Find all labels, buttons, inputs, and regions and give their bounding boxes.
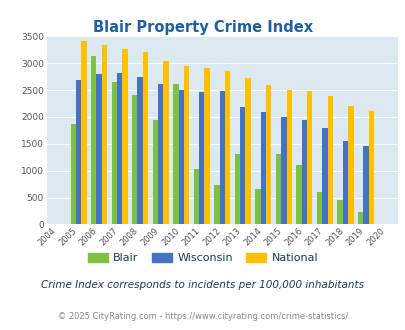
Bar: [143, 52, 148, 224]
Bar: [173, 84, 178, 224]
Bar: [219, 90, 224, 224]
Bar: [275, 154, 281, 224]
Bar: [362, 146, 368, 224]
Bar: [111, 82, 117, 224]
Bar: [183, 66, 189, 224]
Bar: [152, 119, 158, 224]
Bar: [240, 107, 245, 224]
Bar: [234, 154, 240, 224]
Bar: [193, 169, 198, 224]
Bar: [91, 56, 96, 224]
Bar: [224, 71, 230, 224]
Bar: [286, 90, 291, 224]
Text: © 2025 CityRating.com - https://www.cityrating.com/crime-statistics/: © 2025 CityRating.com - https://www.city…: [58, 312, 347, 321]
Bar: [178, 89, 183, 224]
Bar: [316, 192, 322, 224]
Bar: [357, 212, 362, 224]
Bar: [96, 74, 102, 224]
Bar: [198, 92, 204, 224]
Bar: [281, 117, 286, 224]
Text: Crime Index corresponds to incidents per 100,000 inhabitants: Crime Index corresponds to incidents per…: [41, 280, 364, 290]
Bar: [245, 78, 250, 224]
Bar: [301, 119, 306, 224]
Bar: [368, 111, 373, 224]
Bar: [158, 84, 163, 224]
Bar: [132, 95, 137, 224]
Bar: [70, 124, 76, 224]
Bar: [122, 49, 127, 224]
Bar: [214, 184, 219, 224]
Bar: [117, 73, 122, 224]
Bar: [342, 141, 347, 224]
Bar: [306, 91, 312, 224]
Bar: [163, 61, 168, 224]
Bar: [347, 106, 353, 224]
Bar: [137, 77, 143, 224]
Bar: [296, 165, 301, 224]
Bar: [102, 45, 107, 224]
Bar: [76, 81, 81, 224]
Bar: [265, 85, 271, 224]
Bar: [337, 200, 342, 224]
Bar: [327, 96, 332, 224]
Bar: [260, 112, 265, 224]
Bar: [255, 189, 260, 224]
Text: Blair Property Crime Index: Blair Property Crime Index: [93, 20, 312, 35]
Legend: Blair, Wisconsin, National: Blair, Wisconsin, National: [83, 248, 322, 268]
Bar: [322, 128, 327, 224]
Bar: [81, 41, 86, 224]
Bar: [204, 68, 209, 224]
